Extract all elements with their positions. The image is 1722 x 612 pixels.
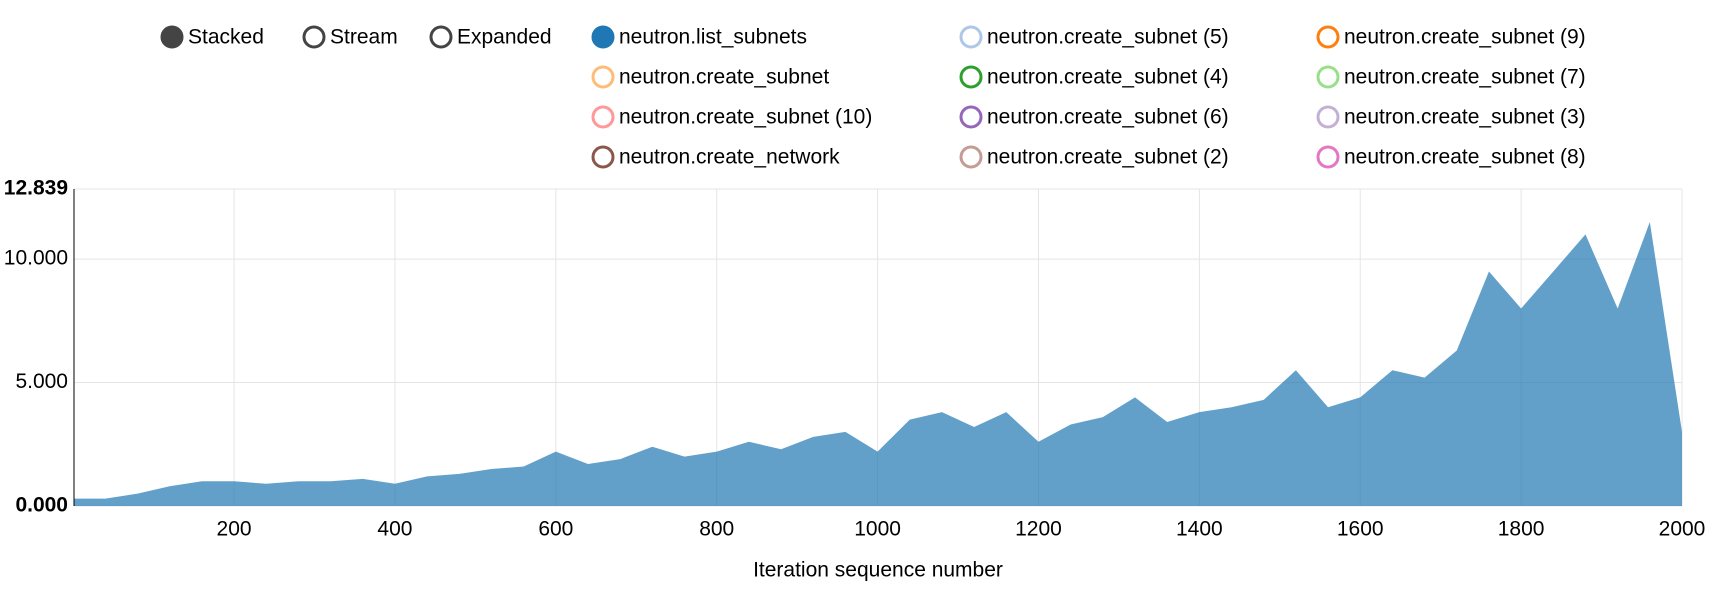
x-tick-label: 200 (217, 518, 252, 541)
x-tick-label: 1800 (1498, 518, 1545, 541)
x-tick-label: 2000 (1659, 518, 1706, 541)
legend-item[interactable]: neutron.create_network (591, 145, 840, 169)
x-tick-label: 600 (538, 518, 573, 541)
legend-item[interactable]: neutron.create_subnet (9) (1316, 25, 1586, 49)
legend-item[interactable]: neutron.create_subnet (2) (959, 145, 1229, 169)
legend-dot[interactable] (1316, 105, 1340, 129)
x-tick-label: 1200 (1015, 518, 1062, 541)
legend-item[interactable]: neutron.create_subnet (591, 65, 829, 89)
x-tick-label: 1400 (1176, 518, 1223, 541)
y-tick-label: 10.000 (4, 247, 68, 270)
legend-dot[interactable] (591, 65, 615, 89)
legend-dot[interactable] (591, 145, 615, 169)
legend-dot[interactable] (959, 25, 983, 49)
legend-dot[interactable] (1316, 145, 1340, 169)
legend-item[interactable]: neutron.create_subnet (7) (1316, 65, 1586, 89)
control[interactable]: Stacked (160, 25, 264, 49)
legend-label[interactable]: neutron.create_subnet (8) (1344, 146, 1586, 169)
y-tick-label: 12.839 (4, 177, 68, 200)
control-label[interactable]: Expanded (457, 26, 552, 49)
legend-dot[interactable] (959, 65, 983, 89)
control-dot[interactable] (160, 25, 184, 49)
legend-dot[interactable] (591, 105, 615, 129)
control-dot[interactable] (302, 25, 326, 49)
x-axis-title: Iteration sequence number (753, 559, 1003, 582)
legend-item[interactable]: neutron.create_subnet (5) (959, 25, 1229, 49)
legend-label[interactable]: neutron.create_subnet (6) (987, 106, 1229, 129)
control-label[interactable]: Stacked (188, 26, 264, 49)
legend-item[interactable]: neutron.create_subnet (3) (1316, 105, 1586, 129)
legend-label[interactable]: neutron.create_subnet (9) (1344, 26, 1586, 49)
legend-label[interactable]: neutron.create_subnet (4) (987, 66, 1229, 89)
legend-label[interactable]: neutron.create_subnet (2) (987, 146, 1229, 169)
y-tick-label: 0.000 (15, 494, 68, 517)
legend-label[interactable]: neutron.list_subnets (619, 26, 807, 49)
control[interactable]: Stream (302, 25, 398, 49)
legend-dot[interactable] (591, 25, 615, 49)
y-tick-label: 5.000 (15, 370, 68, 393)
legend-dot[interactable] (959, 145, 983, 169)
x-tick-label: 400 (377, 518, 412, 541)
x-tick-label: 1000 (854, 518, 901, 541)
legend-label[interactable]: neutron.create_subnet (10) (619, 106, 872, 129)
legend-item[interactable]: neutron.create_subnet (10) (591, 105, 872, 129)
legend-label[interactable]: neutron.create_network (619, 146, 840, 169)
legend-label[interactable]: neutron.create_subnet (3) (1344, 106, 1586, 129)
legend-item[interactable]: neutron.list_subnets (591, 25, 807, 49)
legend-label[interactable]: neutron.create_subnet (7) (1344, 66, 1586, 89)
control-dot[interactable] (429, 25, 453, 49)
legend-label[interactable]: neutron.create_subnet (5) (987, 26, 1229, 49)
legend-dot[interactable] (1316, 65, 1340, 89)
legend-item[interactable]: neutron.create_subnet (4) (959, 65, 1229, 89)
control[interactable]: Expanded (429, 25, 552, 49)
area (74, 222, 1682, 507)
legend-dot[interactable] (959, 105, 983, 129)
control-label[interactable]: Stream (330, 26, 398, 49)
legend-label[interactable]: neutron.create_subnet (619, 66, 829, 89)
legend-item[interactable]: neutron.create_subnet (8) (1316, 145, 1586, 169)
legend-dot[interactable] (1316, 25, 1340, 49)
x-tick-label: 800 (699, 518, 734, 541)
legend-item[interactable]: neutron.create_subnet (6) (959, 105, 1229, 129)
x-tick-label: 1600 (1337, 518, 1384, 541)
